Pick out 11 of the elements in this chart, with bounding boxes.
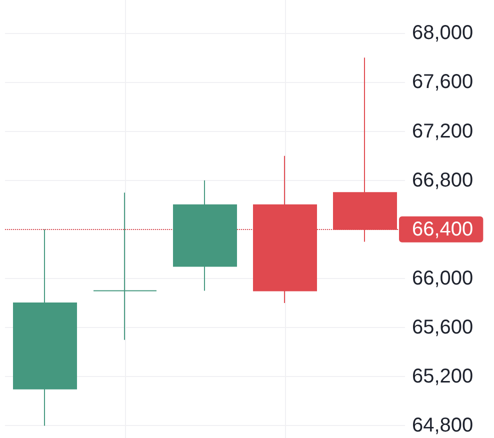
y-tick-label: 66,800	[412, 169, 474, 192]
ref-line-label: 66,400	[412, 218, 474, 240]
y-tick-label: 67,200	[412, 120, 474, 142]
y-tick-label: 66,000	[412, 268, 474, 290]
y-tick-label: 68,000	[412, 22, 474, 44]
y-tick-label: 64,800	[412, 414, 474, 437]
y-tick-label: 65,600	[412, 316, 474, 339]
y-tick-label: 67,600	[412, 71, 474, 94]
candlestick	[13, 228, 77, 426]
candlestick	[173, 180, 237, 292]
y-tick-label: 65,200	[412, 366, 474, 388]
